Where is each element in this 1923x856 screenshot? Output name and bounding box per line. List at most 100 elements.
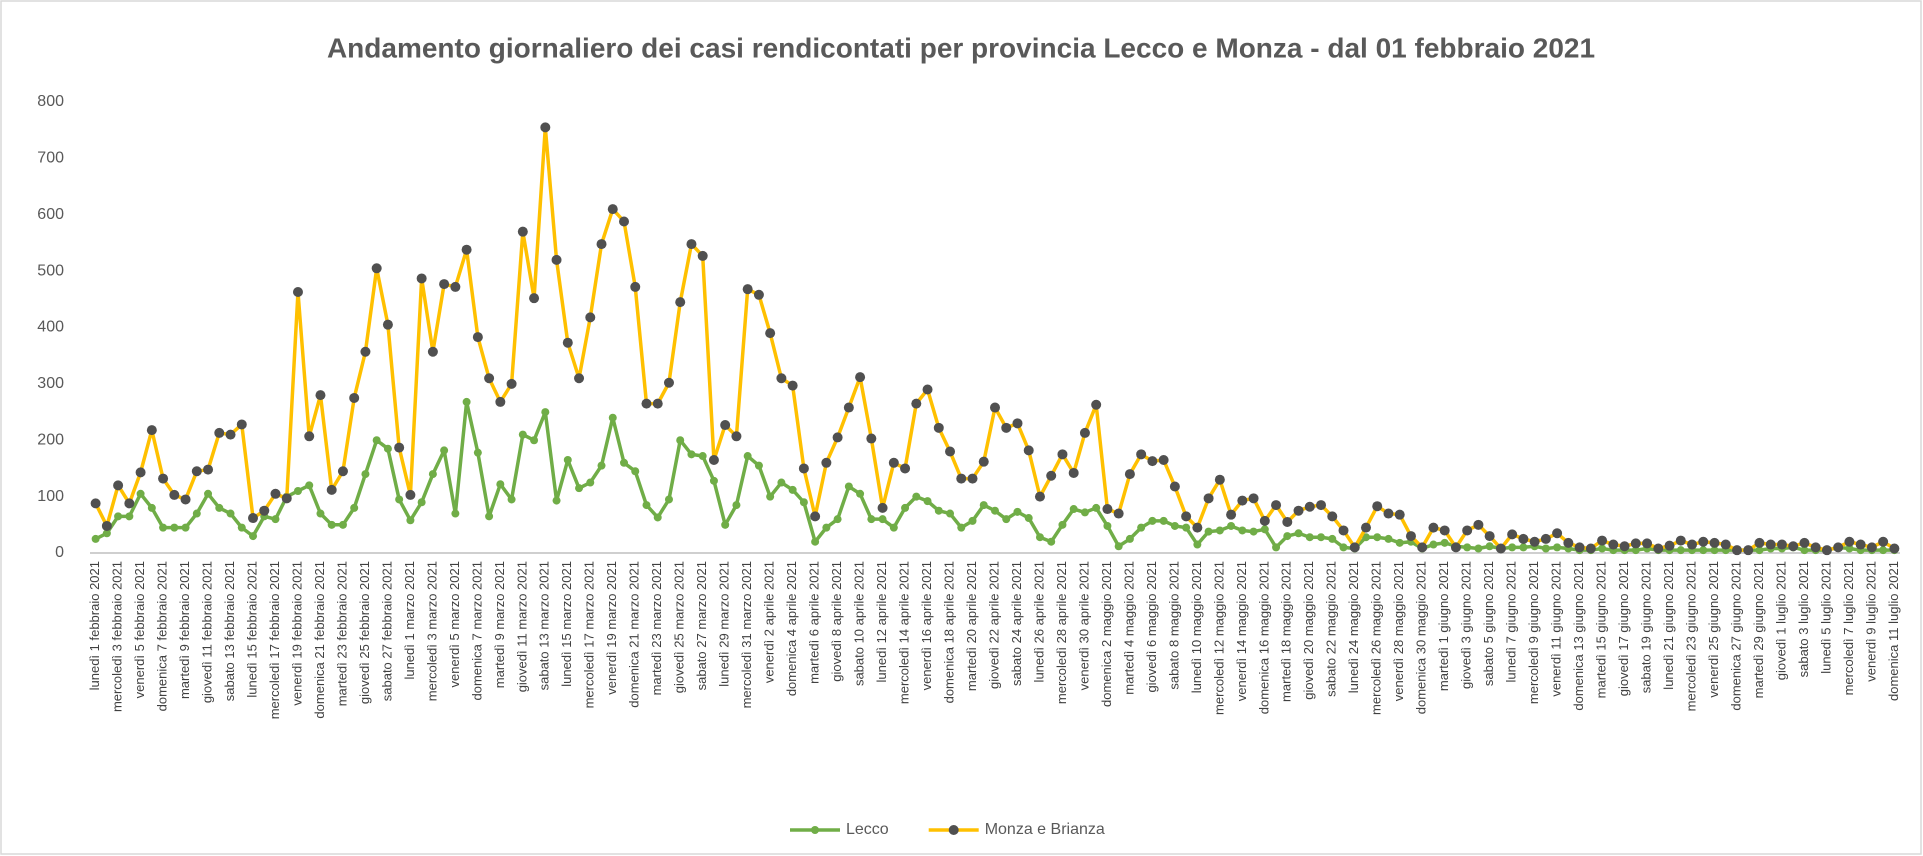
data-point xyxy=(417,498,426,507)
data-point xyxy=(136,489,145,498)
data-point xyxy=(1529,536,1540,547)
x-tick-label: martedì 29 giugno 2021 xyxy=(1751,561,1766,698)
data-point xyxy=(776,373,787,384)
data-point xyxy=(641,398,652,409)
data-point xyxy=(1327,511,1338,522)
data-point xyxy=(867,515,876,524)
data-point xyxy=(1181,511,1192,522)
data-point xyxy=(180,494,191,505)
data-point xyxy=(192,509,201,518)
x-tick-label: martedì 18 maggio 2021 xyxy=(1279,561,1294,702)
data-point xyxy=(1395,538,1404,547)
data-point xyxy=(473,448,482,457)
data-point xyxy=(1495,543,1506,554)
data-point xyxy=(101,520,112,531)
data-point xyxy=(1731,545,1742,556)
data-point xyxy=(1675,535,1686,546)
data-point xyxy=(1653,543,1664,554)
data-point xyxy=(686,239,697,250)
data-point xyxy=(405,489,416,500)
data-point xyxy=(586,478,595,487)
x-tick-label: sabato 22 maggio 2021 xyxy=(1324,561,1339,697)
x-tick-label: lunedì 29 marzo 2021 xyxy=(717,561,732,687)
x-tick-label: sabato 5 giugno 2021 xyxy=(1481,561,1496,686)
data-point xyxy=(517,226,528,237)
y-tick-label: 100 xyxy=(37,488,64,505)
data-point xyxy=(1282,516,1293,527)
x-tick-label: sabato 27 febbraio 2021 xyxy=(379,561,394,701)
data-point xyxy=(1372,501,1383,512)
data-point xyxy=(1339,543,1348,552)
data-point xyxy=(1113,508,1124,519)
data-point xyxy=(1540,533,1551,544)
x-tick-label: sabato 8 maggio 2021 xyxy=(1166,561,1181,690)
x-tick-label: martedì 23 febbraio 2021 xyxy=(334,561,349,706)
data-point xyxy=(1293,505,1304,516)
data-point xyxy=(1192,522,1203,533)
data-point xyxy=(1057,449,1068,460)
data-point xyxy=(642,501,651,510)
data-point xyxy=(1034,491,1045,502)
data-point xyxy=(125,512,134,521)
data-point xyxy=(372,436,381,445)
data-point xyxy=(236,419,247,430)
y-tick-label: 600 xyxy=(37,206,64,223)
data-point xyxy=(1069,505,1078,514)
data-point xyxy=(1260,525,1269,534)
x-tick-label: sabato 24 aprile 2021 xyxy=(1009,561,1024,686)
data-point xyxy=(1597,535,1608,546)
x-tick-label: domenica 4 aprile 2021 xyxy=(784,561,799,696)
data-point xyxy=(1574,542,1585,553)
data-point xyxy=(563,455,572,464)
x-tick-label: domenica 21 febbraio 2021 xyxy=(312,561,327,719)
data-point xyxy=(529,293,540,304)
data-point xyxy=(1394,509,1405,520)
data-point xyxy=(495,396,506,407)
data-point xyxy=(787,380,798,391)
data-point xyxy=(90,498,101,509)
data-point xyxy=(946,509,955,518)
data-point xyxy=(843,402,854,413)
data-point xyxy=(1450,542,1461,553)
data-point xyxy=(530,436,539,445)
data-point xyxy=(1553,543,1562,552)
data-point xyxy=(1137,523,1146,532)
x-tick-label: venerdì 5 marzo 2021 xyxy=(447,561,462,687)
x-tick-label: venerdì 30 aprile 2021 xyxy=(1076,561,1091,690)
data-point xyxy=(957,523,966,532)
data-point xyxy=(1474,544,1483,553)
x-tick-label: venerdì 16 aprile 2021 xyxy=(919,561,934,690)
data-point xyxy=(1552,528,1563,539)
data-point xyxy=(215,503,224,512)
x-tick-label: giovedì 25 marzo 2021 xyxy=(672,561,687,693)
data-point xyxy=(181,523,190,532)
x-tick-label: lunedì 26 aprile 2021 xyxy=(1031,561,1046,682)
data-point xyxy=(653,513,662,522)
data-point xyxy=(147,503,156,512)
x-tick-label: domenica 7 febbraio 2021 xyxy=(155,561,170,711)
data-point xyxy=(676,436,685,445)
y-tick-label: 400 xyxy=(37,319,64,336)
data-point xyxy=(506,378,517,389)
data-point xyxy=(1519,543,1528,552)
data-point xyxy=(1720,539,1731,550)
data-point xyxy=(1169,481,1180,492)
data-point xyxy=(1013,507,1022,516)
data-point xyxy=(360,346,371,357)
data-point xyxy=(304,431,315,442)
data-point xyxy=(1743,545,1754,556)
data-point xyxy=(450,281,461,292)
x-tick-label: mercoledì 14 aprile 2021 xyxy=(896,561,911,704)
data-point xyxy=(1170,521,1179,530)
data-point xyxy=(485,512,494,521)
x-tick-label: mercoledì 17 febbraio 2021 xyxy=(267,561,282,719)
data-point xyxy=(844,482,853,491)
data-point xyxy=(327,520,336,529)
x-tick-label: mercoledì 3 marzo 2021 xyxy=(424,561,439,701)
data-point xyxy=(349,392,360,403)
data-point xyxy=(293,486,302,495)
data-point xyxy=(1518,533,1529,544)
x-tick-label: sabato 19 giugno 2021 xyxy=(1638,561,1653,693)
data-point xyxy=(203,464,214,475)
